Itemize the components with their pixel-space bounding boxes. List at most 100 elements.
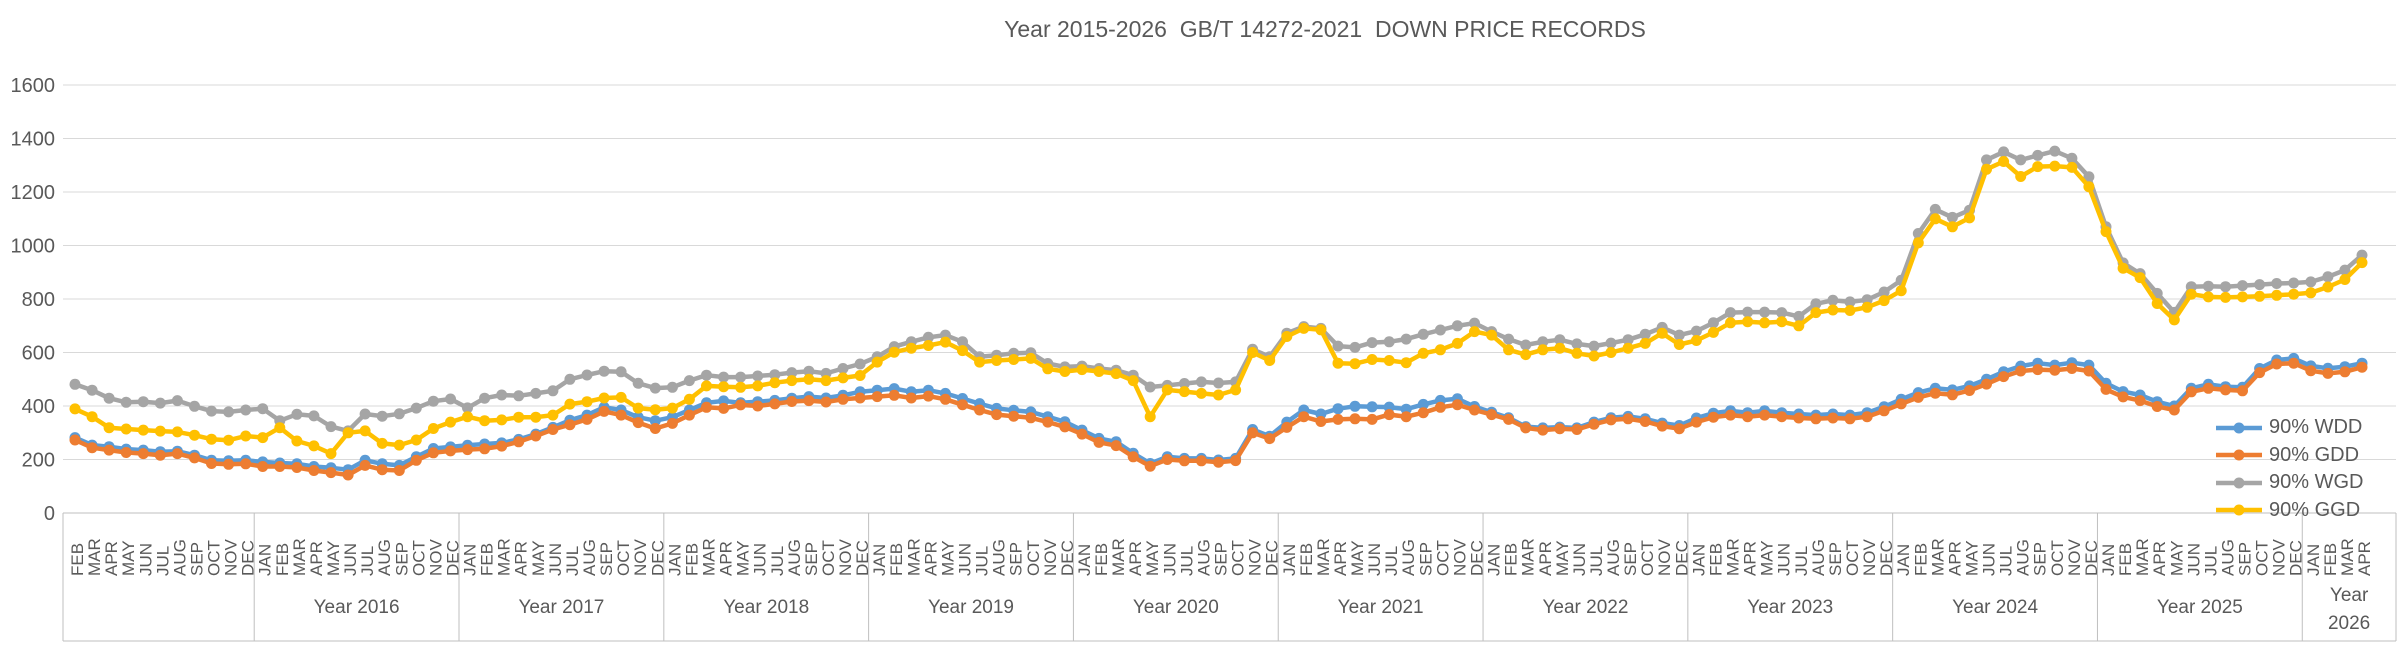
data-point[interactable]: [786, 367, 798, 379]
data-point[interactable]: [359, 459, 371, 471]
data-point[interactable]: [2066, 363, 2078, 374]
data-point[interactable]: [1059, 421, 1071, 433]
data-point[interactable]: [2015, 154, 2027, 166]
data-point[interactable]: [2151, 298, 2163, 309]
data-point[interactable]: [189, 400, 200, 412]
data-point[interactable]: [1213, 377, 1224, 389]
data-point[interactable]: [957, 336, 968, 348]
data-point[interactable]: [1247, 427, 1259, 439]
data-point[interactable]: [905, 342, 917, 354]
data-point[interactable]: [1332, 357, 1344, 369]
data-point[interactable]: [496, 414, 508, 426]
data-point[interactable]: [2322, 367, 2334, 379]
data-point[interactable]: [1332, 403, 1344, 415]
data-point[interactable]: [1417, 328, 1429, 340]
data-point[interactable]: [479, 392, 491, 404]
data-point[interactable]: [1349, 358, 1361, 370]
data-point[interactable]: [1486, 409, 1498, 421]
data-point[interactable]: [513, 436, 525, 448]
data-point[interactable]: [871, 356, 883, 368]
data-point[interactable]: [1998, 146, 2010, 158]
data-point[interactable]: [1878, 286, 1890, 298]
data-point[interactable]: [496, 440, 508, 452]
data-point[interactable]: [1315, 324, 1327, 336]
data-point[interactable]: [1230, 455, 1242, 467]
data-point[interactable]: [513, 411, 525, 423]
data-point[interactable]: [1827, 412, 1839, 424]
data-point[interactable]: [513, 390, 525, 402]
data-point[interactable]: [1759, 306, 1771, 318]
data-point[interactable]: [2049, 364, 2061, 376]
data-point[interactable]: [1912, 391, 1924, 403]
data-point[interactable]: [120, 447, 132, 458]
data-point[interactable]: [1844, 305, 1856, 316]
data-point[interactable]: [1707, 411, 1719, 423]
data-point[interactable]: [1161, 384, 1173, 396]
data-point[interactable]: [1178, 386, 1190, 398]
data-point[interactable]: [1639, 328, 1651, 340]
data-point[interactable]: [206, 405, 217, 417]
data-point[interactable]: [2339, 274, 2351, 285]
data-point[interactable]: [376, 464, 388, 476]
data-point[interactable]: [666, 417, 678, 429]
data-point[interactable]: [2168, 404, 2180, 416]
data-point[interactable]: [1315, 416, 1327, 427]
data-point[interactable]: [257, 403, 269, 415]
data-point[interactable]: [1742, 316, 1754, 328]
data-point[interactable]: [1605, 347, 1617, 358]
data-point[interactable]: [1690, 335, 1702, 346]
data-point[interactable]: [1127, 451, 1139, 463]
data-point[interactable]: [2356, 361, 2368, 373]
data-point[interactable]: [1946, 211, 1958, 223]
data-point[interactable]: [632, 402, 644, 414]
data-point[interactable]: [445, 416, 456, 428]
data-point[interactable]: [1895, 285, 1907, 297]
data-point[interactable]: [2237, 280, 2248, 292]
data-point[interactable]: [2066, 161, 2078, 173]
data-point[interactable]: [1417, 347, 1429, 359]
data-point[interactable]: [462, 411, 473, 423]
data-point[interactable]: [2202, 291, 2214, 303]
data-point[interactable]: [462, 444, 473, 456]
legend-item-90-wdd[interactable]: 90% WDD: [2216, 414, 2363, 442]
data-point[interactable]: [854, 370, 866, 381]
data-point[interactable]: [2322, 281, 2334, 293]
data-point[interactable]: [991, 409, 1003, 421]
data-point[interactable]: [888, 389, 900, 401]
data-point[interactable]: [1793, 320, 1805, 332]
data-point[interactable]: [786, 396, 798, 407]
data-point[interactable]: [752, 370, 764, 382]
data-point[interactable]: [2254, 290, 2266, 302]
data-point[interactable]: [735, 381, 747, 393]
data-point[interactable]: [1366, 354, 1378, 365]
data-point[interactable]: [1707, 326, 1719, 338]
data-point[interactable]: [479, 443, 491, 455]
data-point[interactable]: [1878, 405, 1890, 417]
data-point[interactable]: [1673, 339, 1685, 350]
data-point[interactable]: [1588, 418, 1600, 430]
data-point[interactable]: [939, 393, 951, 405]
data-point[interactable]: [69, 434, 81, 446]
data-point[interactable]: [69, 378, 81, 390]
data-point[interactable]: [581, 369, 593, 381]
data-point[interactable]: [1810, 298, 1822, 310]
data-point[interactable]: [1537, 336, 1549, 348]
data-point[interactable]: [1554, 334, 1566, 346]
data-point[interactable]: [1776, 316, 1788, 328]
data-point[interactable]: [1451, 399, 1463, 411]
data-point[interactable]: [308, 410, 320, 422]
data-point[interactable]: [2032, 364, 2044, 376]
data-point[interactable]: [615, 409, 627, 421]
data-point[interactable]: [718, 371, 730, 383]
data-point[interactable]: [1690, 325, 1702, 337]
data-point[interactable]: [957, 399, 968, 411]
data-point[interactable]: [1827, 294, 1839, 306]
data-point[interactable]: [2083, 181, 2095, 193]
data-point[interactable]: [240, 430, 252, 442]
data-point[interactable]: [342, 427, 354, 439]
data-point[interactable]: [1639, 337, 1651, 349]
data-point[interactable]: [291, 462, 303, 473]
data-point[interactable]: [701, 380, 712, 392]
data-point[interactable]: [871, 391, 883, 403]
data-point[interactable]: [410, 434, 422, 446]
